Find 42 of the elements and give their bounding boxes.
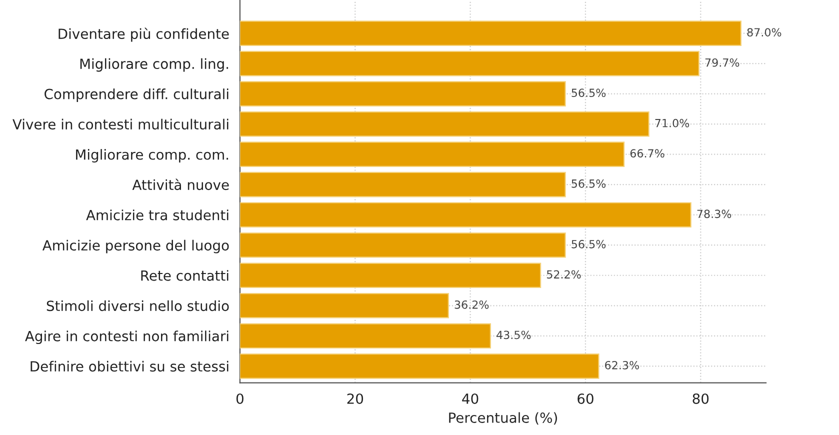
y-tick-label: Rete contatti <box>141 270 228 281</box>
x-tick-label: 20 <box>347 393 364 404</box>
x-tick-label: 80 <box>692 393 709 404</box>
y-tick-label: Vivere in contesti multiculturali <box>12 118 228 130</box>
bar <box>240 323 492 349</box>
bar <box>240 353 600 379</box>
bar <box>240 20 742 46</box>
y-tick-label: Definire obiettivi su se stessi <box>30 360 228 372</box>
y-tick-label: Comprendere diff. culturali <box>44 88 228 102</box>
y-tick-label: Stimoli diversi nello studio <box>46 300 229 312</box>
y-tick-label: Migliorare comp. ling. <box>80 58 228 72</box>
data-label: 56.5% <box>572 240 606 248</box>
bar <box>240 50 700 76</box>
data-label: 66.7% <box>630 149 664 158</box>
y-tick-label: Agire in contesti non familiari <box>25 330 228 344</box>
bar <box>240 262 542 288</box>
bar <box>240 172 566 198</box>
y-tick-label: Diventare più confidente <box>58 28 229 42</box>
bar <box>240 202 692 228</box>
data-label: 78.3% <box>697 210 732 218</box>
data-label: 52.2% <box>546 270 581 279</box>
data-label: 87.0% <box>747 28 782 37</box>
data-label: 62.3% <box>605 360 639 370</box>
x-tick-label: 40 <box>462 393 478 404</box>
bar <box>240 292 449 318</box>
data-label: 79.7% <box>705 58 740 67</box>
x-tick-label: 60 <box>578 393 594 404</box>
data-label: 36.2% <box>454 300 489 309</box>
y-tick-label: Migliorare comp. com. <box>76 149 228 162</box>
data-label: 56.5% <box>572 179 606 188</box>
x-tick-label: 0 <box>236 393 244 404</box>
bar <box>240 232 566 258</box>
bar <box>240 111 650 137</box>
data-label: 71.0% <box>655 118 690 128</box>
x-axis-title: Percentuale (%) <box>449 412 557 425</box>
y-tick-label: Amicizie persone del luogo <box>42 240 229 254</box>
data-label: 43.5% <box>496 330 531 340</box>
y-tick-label: Attività nuove <box>132 178 229 190</box>
data-label: 56.5% <box>572 88 606 98</box>
bar <box>240 142 625 167</box>
y-tick-label: Amicizie tra studenti <box>86 210 228 220</box>
bar <box>240 81 566 106</box>
